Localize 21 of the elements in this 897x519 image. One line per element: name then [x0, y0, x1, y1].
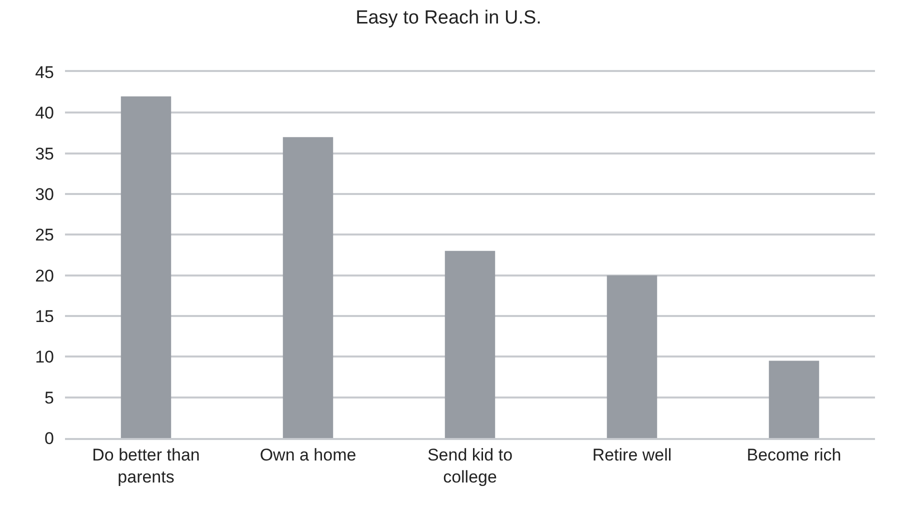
y-tick-label: 5	[44, 388, 54, 408]
bar	[444, 250, 496, 438]
y-tick-label: 25	[35, 226, 54, 245]
bar	[120, 96, 172, 438]
y-tick-label: 20	[35, 266, 54, 286]
bar	[282, 137, 334, 438]
chart-title: Easy to Reach in U.S.	[356, 8, 542, 29]
x-tick-label: Become rich	[746, 445, 842, 464]
y-tick-label: 10	[35, 348, 54, 367]
x-tick-label: Own a home	[260, 445, 356, 464]
x-tick-label: Send kid to college	[427, 445, 513, 486]
bar	[768, 360, 820, 438]
y-tick-label: 0	[44, 428, 54, 448]
y-tick-label: 40	[35, 104, 54, 123]
y-tick-label: 35	[35, 144, 54, 164]
x-tick-label: Do better than parents	[92, 445, 200, 486]
y-tick-label: 30	[35, 184, 54, 204]
x-tick-label: Retire well	[592, 445, 672, 464]
bar	[606, 275, 658, 438]
y-tick-label: 15	[35, 306, 54, 326]
y-tick-label: 45	[35, 62, 54, 82]
